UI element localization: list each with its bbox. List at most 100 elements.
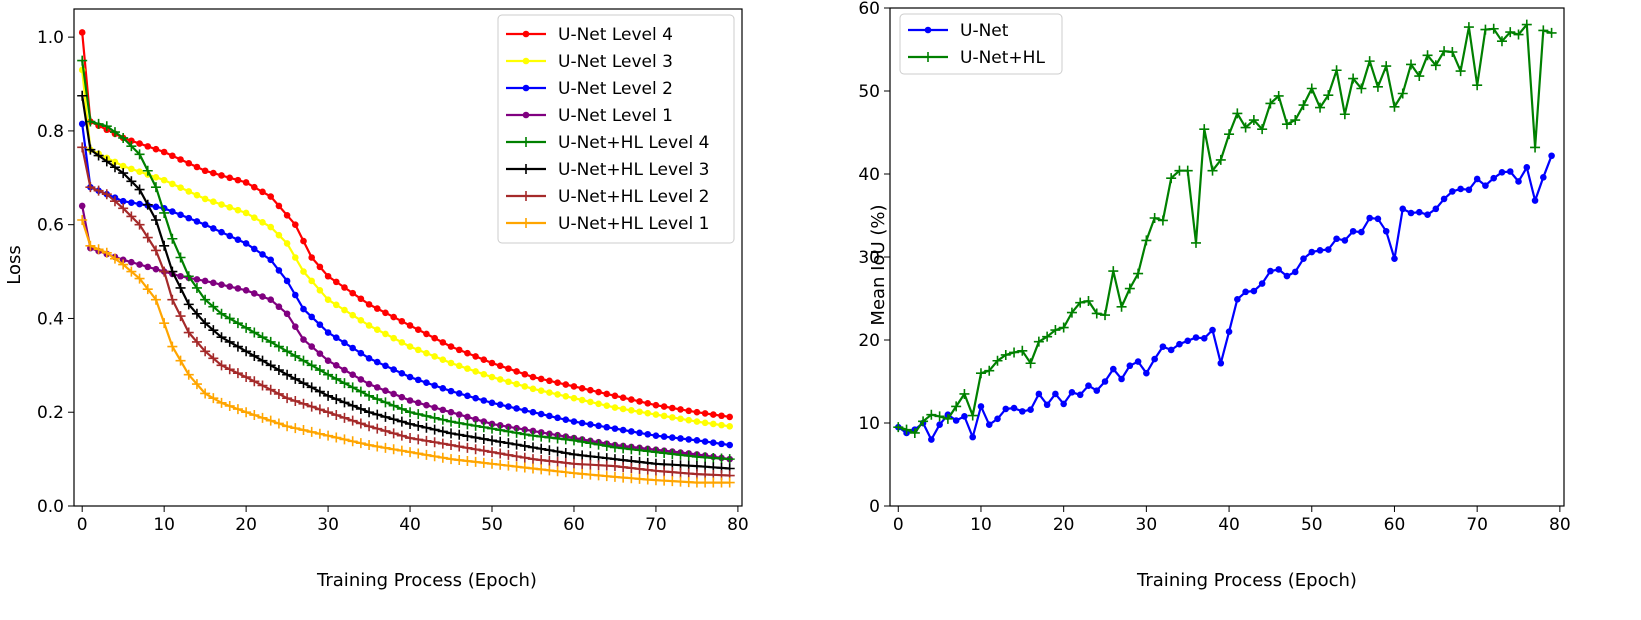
loss-chart-point bbox=[439, 356, 447, 364]
iou-chart-ytick-label: 10 bbox=[858, 414, 880, 434]
loss-chart-point bbox=[462, 419, 473, 430]
loss-chart-point bbox=[134, 184, 145, 195]
loss-chart-point bbox=[136, 261, 143, 268]
loss-chart-ytick-label: 0.0 bbox=[37, 497, 64, 517]
loss-chart-ytick-label: 0.6 bbox=[37, 216, 64, 236]
loss-chart-point bbox=[562, 381, 570, 388]
loss-chart-point bbox=[431, 382, 438, 389]
loss-chart-point bbox=[208, 325, 219, 336]
loss-chart-point bbox=[388, 400, 399, 411]
loss-chart-legend-marker bbox=[521, 137, 531, 147]
loss-chart-point bbox=[560, 448, 571, 459]
loss-chart-point bbox=[185, 214, 193, 222]
loss-chart-point bbox=[405, 447, 416, 458]
loss-chart-point bbox=[595, 388, 602, 396]
loss-chart-point bbox=[470, 456, 481, 467]
loss-chart-point bbox=[283, 277, 291, 285]
loss-chart-point bbox=[126, 141, 137, 152]
iou-chart-point bbox=[1182, 165, 1193, 176]
loss-chart-point bbox=[390, 390, 397, 398]
loss-chart-point bbox=[652, 401, 660, 409]
loss-chart-point bbox=[341, 306, 348, 314]
loss-chart-point bbox=[570, 383, 578, 390]
loss-chart-point bbox=[373, 326, 381, 334]
iou-chart-point bbox=[1085, 382, 1092, 389]
loss-chart-point bbox=[677, 406, 684, 413]
loss-chart-point bbox=[226, 283, 234, 290]
loss-chart-series-line bbox=[81, 219, 730, 484]
loss-chart-point bbox=[259, 219, 266, 226]
loss-chart-point bbox=[454, 418, 465, 429]
loss-chart-point bbox=[85, 240, 96, 251]
loss-chart-point bbox=[101, 121, 112, 132]
loss-chart-point bbox=[609, 461, 620, 472]
iou-chart-point bbox=[1133, 268, 1144, 279]
iou-chart-point bbox=[992, 355, 1003, 366]
iou-chart-point bbox=[1009, 347, 1020, 358]
iou-chart-xtick-label: 40 bbox=[1218, 515, 1240, 535]
loss-chart-point bbox=[546, 412, 553, 420]
loss-chart-point bbox=[144, 263, 152, 271]
loss-chart-point bbox=[152, 145, 160, 153]
loss-chart-point bbox=[537, 410, 545, 418]
iou-chart-point bbox=[1331, 65, 1342, 76]
loss-chart-point bbox=[644, 400, 652, 407]
iou-chart-point bbox=[1141, 235, 1152, 246]
loss-chart-point bbox=[595, 422, 602, 430]
loss-chart-point bbox=[511, 461, 522, 472]
loss-chart-point bbox=[216, 308, 227, 319]
iou-chart-point bbox=[1167, 346, 1175, 354]
loss-chart-point bbox=[201, 195, 209, 203]
loss-chart-point bbox=[429, 424, 440, 435]
loss-chart-point bbox=[210, 279, 217, 287]
iou-chart-point bbox=[1366, 214, 1373, 222]
iou-chart-point bbox=[1250, 287, 1258, 295]
iou-chart-point bbox=[1042, 331, 1053, 342]
loss-chart-legend-label: U-Net+HL Level 2 bbox=[558, 187, 709, 207]
iou-chart-point bbox=[1530, 142, 1541, 153]
iou-chart-point bbox=[1432, 205, 1440, 213]
iou-chart-point bbox=[1050, 325, 1061, 336]
loss-chart-point bbox=[324, 272, 332, 280]
iou-chart-point bbox=[961, 413, 968, 420]
loss-chart-point bbox=[634, 463, 645, 474]
loss-chart-point bbox=[521, 383, 529, 390]
loss-chart-point bbox=[201, 167, 209, 175]
loss-chart-point bbox=[339, 412, 350, 423]
loss-chart-point bbox=[421, 449, 432, 460]
loss-chart-point bbox=[577, 436, 588, 447]
loss-chart-point bbox=[224, 313, 235, 324]
iou-chart-point bbox=[1126, 362, 1134, 370]
iou-chart-point bbox=[1124, 283, 1135, 294]
iou-chart-point bbox=[1275, 266, 1282, 273]
loss-chart-point bbox=[587, 386, 594, 394]
loss-chart-point bbox=[503, 460, 514, 471]
loss-chart-point bbox=[652, 411, 660, 418]
loss-chart-point bbox=[414, 376, 422, 384]
loss-chart-point bbox=[718, 440, 725, 448]
loss-chart-legend-marker bbox=[521, 191, 531, 201]
loss-chart-point bbox=[290, 350, 301, 361]
loss-chart-legend-marker bbox=[522, 111, 530, 119]
loss-chart-point bbox=[611, 404, 619, 411]
iou-chart-xlabel: Training Process (Epoch) bbox=[1136, 570, 1357, 591]
loss-chart-point bbox=[160, 148, 168, 156]
loss-chart-point bbox=[560, 467, 571, 478]
loss-chart-point bbox=[398, 393, 406, 401]
loss-chart-point bbox=[273, 388, 284, 399]
loss-chart-point bbox=[306, 360, 317, 371]
loss-chart-point bbox=[191, 308, 202, 319]
loss-chart-point bbox=[265, 415, 276, 426]
iou-chart-point bbox=[1298, 100, 1309, 111]
loss-chart-point bbox=[701, 410, 709, 417]
iou-chart-point bbox=[985, 421, 993, 428]
loss-chart-point bbox=[478, 433, 489, 444]
loss-chart-legend: U-Net Level 4 U-Net Level 3 U-Net Level 2 U… bbox=[497, 14, 735, 244]
loss-chart-point bbox=[234, 285, 242, 292]
loss-chart-point bbox=[398, 370, 406, 377]
loss-chart-point bbox=[101, 189, 112, 200]
loss-chart-legend-label: U-Net+HL Level 3 bbox=[558, 160, 709, 180]
loss-chart-point bbox=[644, 409, 652, 417]
loss-chart-point bbox=[472, 353, 479, 360]
loss-chart-point bbox=[513, 368, 520, 375]
